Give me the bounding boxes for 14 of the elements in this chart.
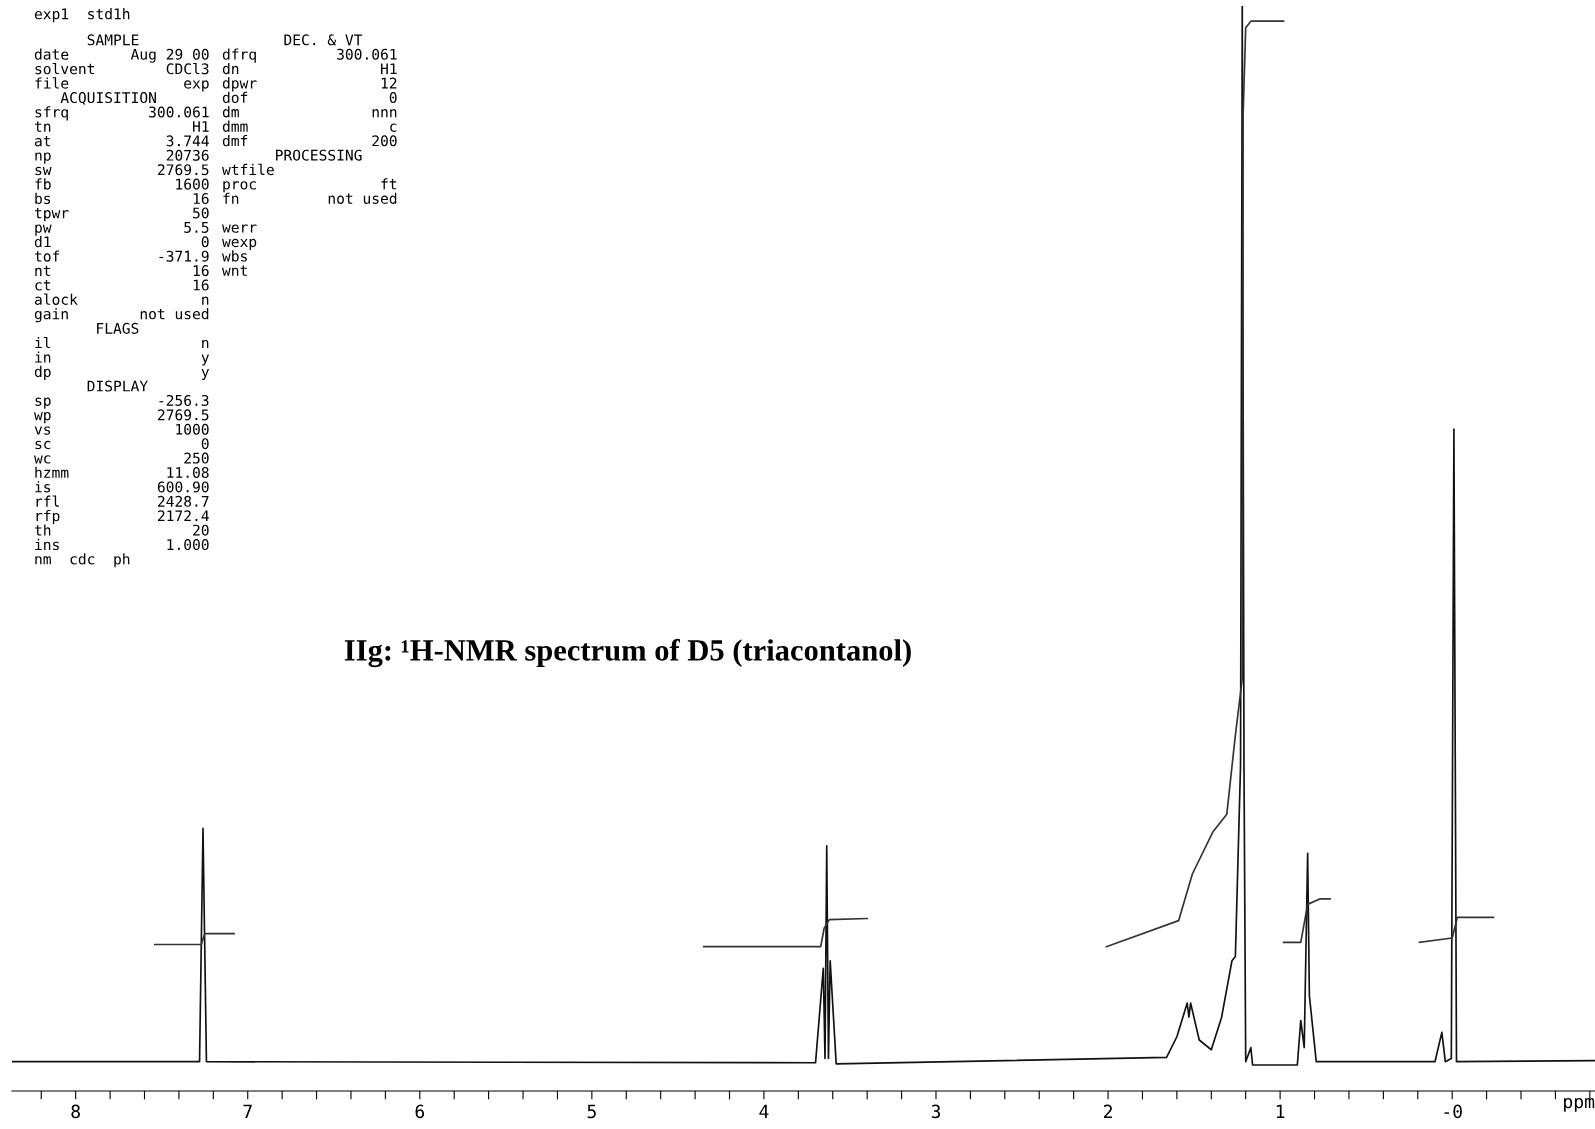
x-tick-label: 8 [71, 1104, 80, 1119]
text: DEC. & VT dfrq 300.061 dn H1 dpwr 12 dof 0 dm nnn dmm c dmf 200 PROCESSING wtfile proc ft fn not used werr wexp wbs wnt [222, 34, 397, 276]
x-tick-label: 1 [1276, 1104, 1285, 1119]
text: SAMPLE date Aug 29 00 solvent CDCl3 file exp ACQUISITION sfrq 300.061 tn H1 at 3.744 np 20736 sw 2769.5 fb 1600 bs 16 tpwr 50 pw 5.5 d1 0 tof -371.9 nt 16 ct 16 alock n gain not used FLAGS il n in y dp y DISPLAY sp -256.3 wp 2769.5 vs 1000 sc 0 wc 250 hzmm 11.08 is 600.90 rfl 2428.7 rfp 2172.4 th 20 ins 1.000 nm cdc ph [34, 34, 210, 568]
x-tick-label: 6 [415, 1104, 425, 1119]
x-tick-label: 2 [1103, 1104, 1112, 1119]
text: IIg: ¹H-NMR spectrum of D5 (triacontanol) [344, 638, 911, 668]
x-tick-label: 5 [587, 1104, 596, 1119]
x-tick-label: -0 [1444, 1104, 1462, 1119]
x-tick-label: 3 [931, 1104, 941, 1119]
annotation: exp1 std1h [34, 8, 130, 23]
x-tick-label: 7 [243, 1104, 252, 1119]
x-axis-title: ppm [1564, 1097, 1595, 1112]
x-tick-label: 4 [759, 1104, 769, 1119]
